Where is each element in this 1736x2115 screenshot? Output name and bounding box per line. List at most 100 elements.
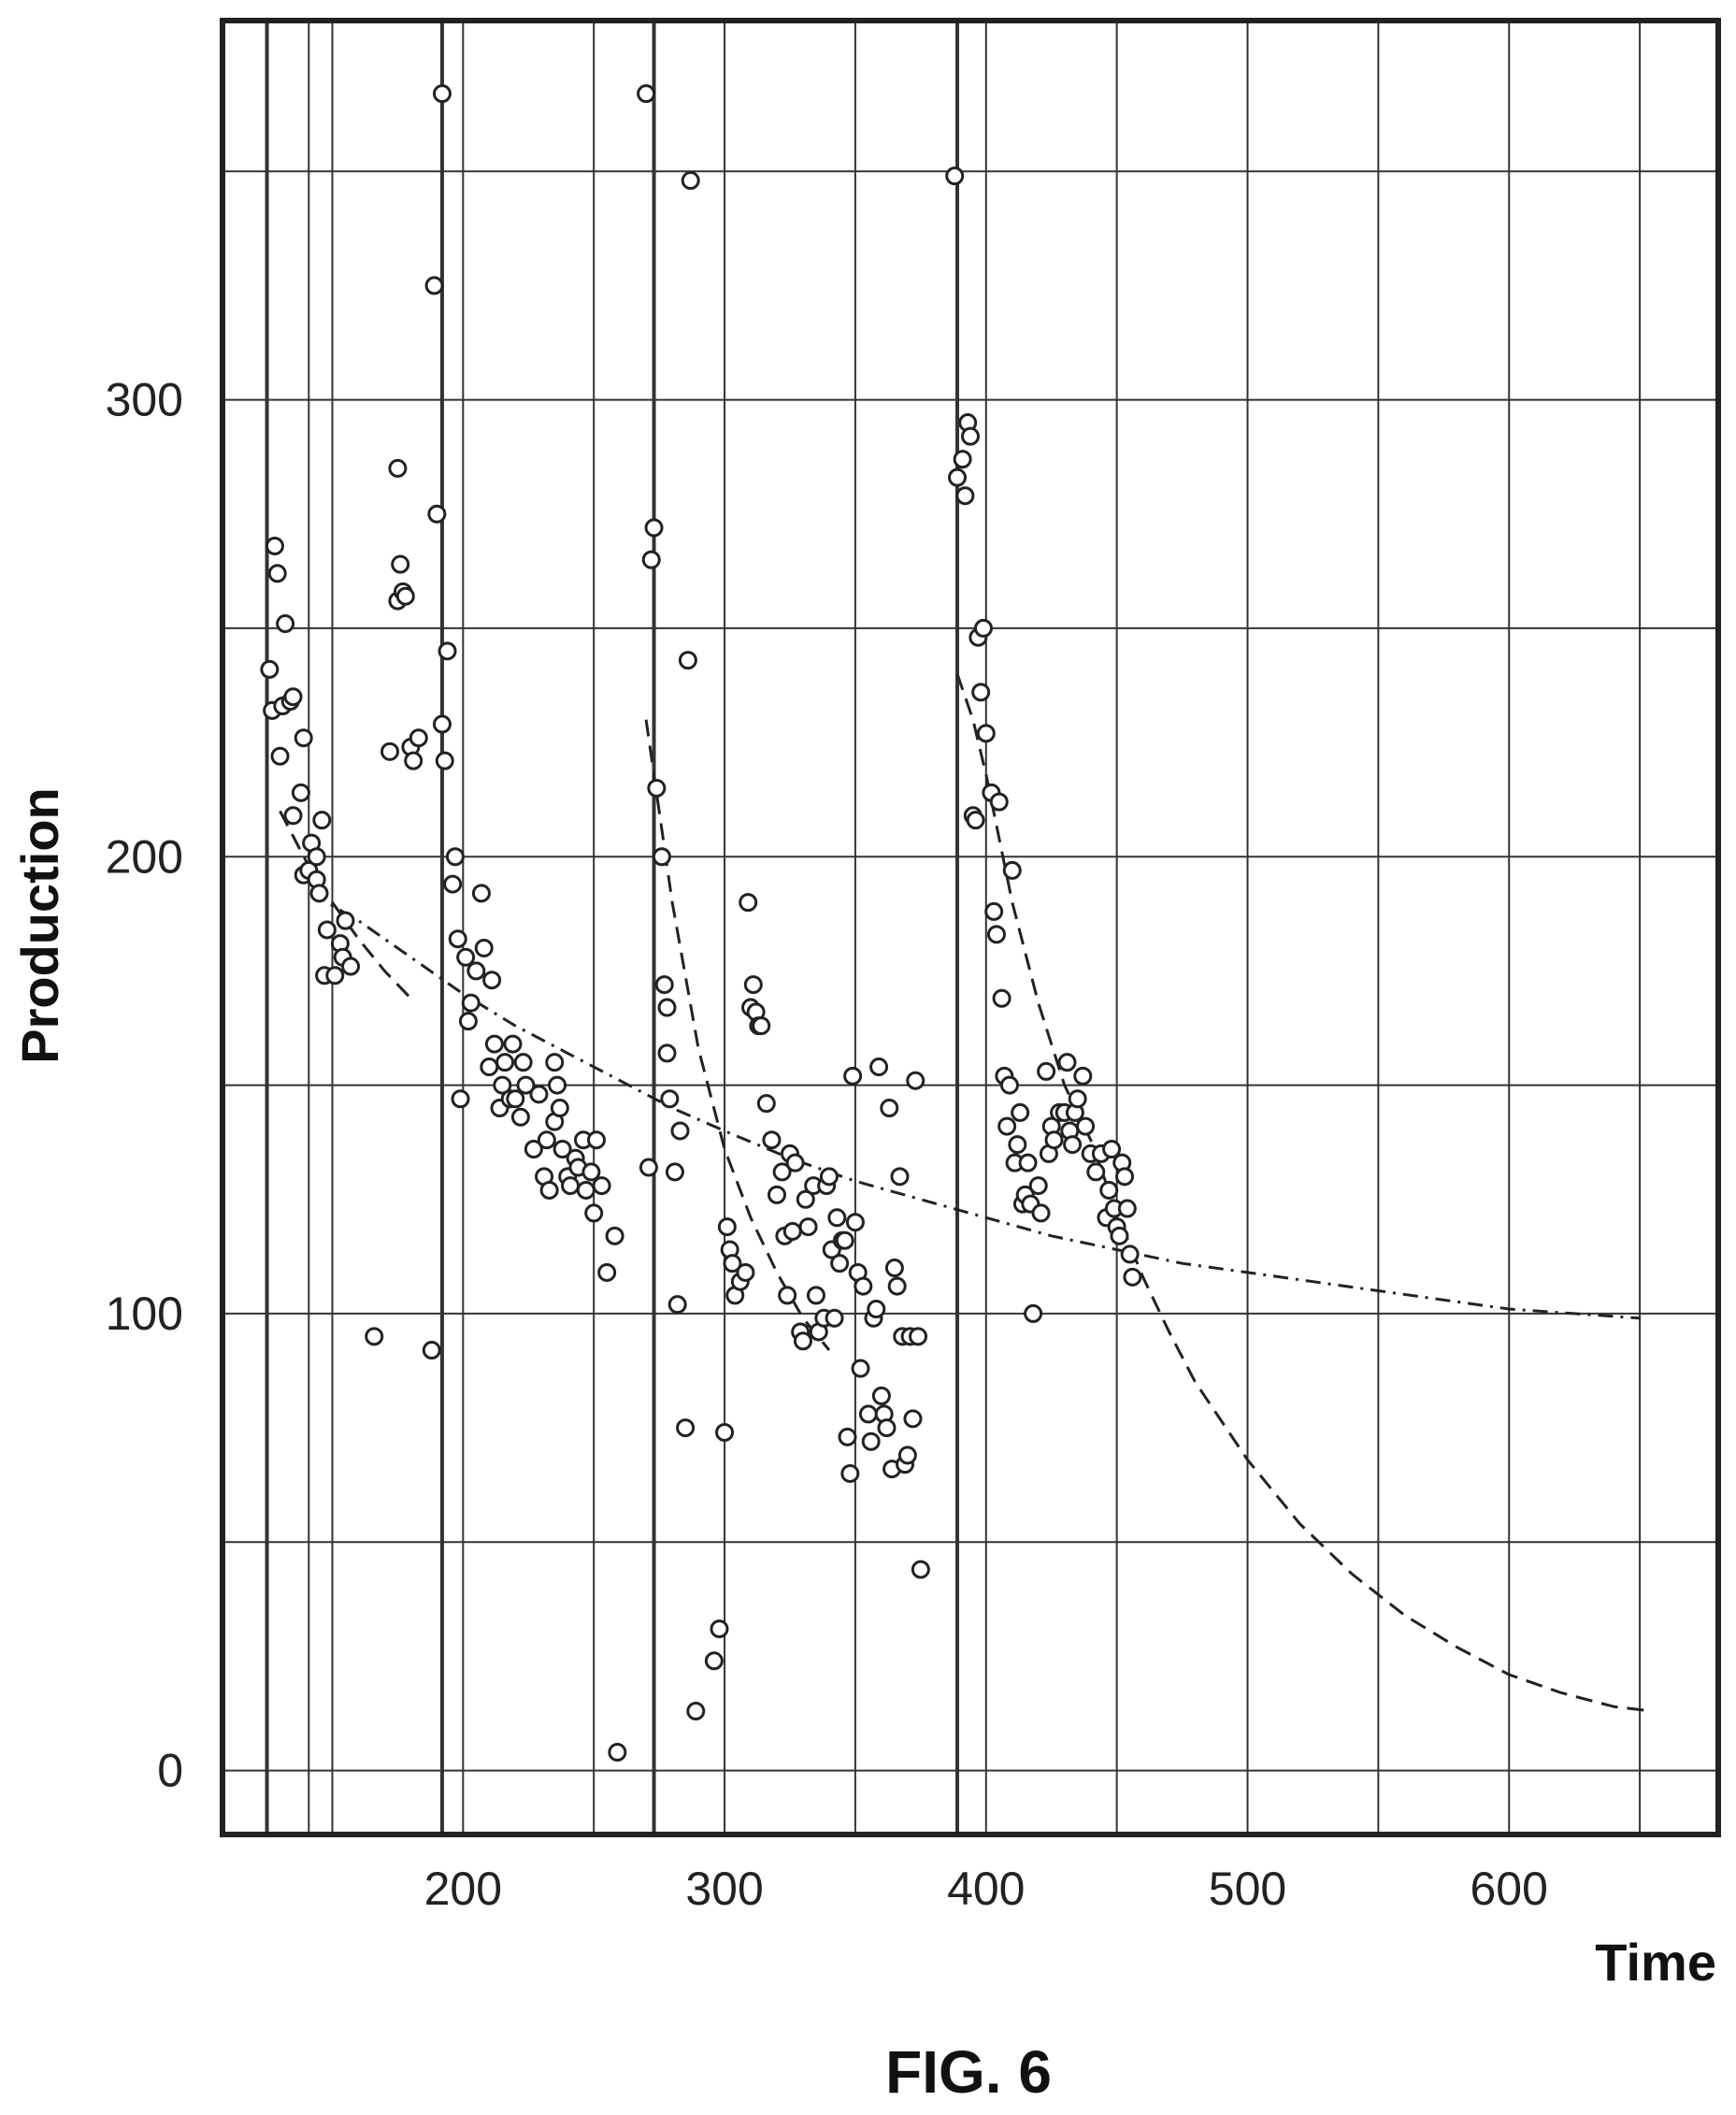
data-point [576, 1180, 595, 1200]
data-point [539, 1180, 559, 1200]
data-point [587, 1130, 606, 1150]
data-point [835, 1230, 854, 1250]
data-point [681, 171, 700, 191]
data-point [605, 1226, 624, 1245]
data-point [1028, 1176, 1048, 1196]
data-point [845, 1213, 865, 1232]
data-point [524, 1140, 543, 1159]
data-point [1037, 1061, 1056, 1081]
data-point [867, 1300, 886, 1319]
data-point [830, 1254, 850, 1273]
data-point [312, 811, 332, 830]
data-point [1024, 1303, 1043, 1323]
x-tick-labels: 200 300 400 500 600 [424, 1863, 1548, 1915]
data-point [667, 1295, 687, 1315]
fit-curve-segment [644, 719, 831, 1351]
data-point [1057, 1053, 1077, 1072]
data-point [1115, 1167, 1135, 1187]
data-point [999, 1075, 1019, 1095]
fit-curve-segment [955, 673, 1654, 1713]
data-point [992, 988, 1011, 1008]
data-point [1120, 1245, 1140, 1264]
data-point [752, 1016, 771, 1036]
data-point [461, 993, 481, 1013]
data-point [948, 468, 968, 487]
data-point [762, 1130, 782, 1150]
data-point [778, 1286, 797, 1305]
data-point [513, 1053, 533, 1072]
data-point [456, 947, 476, 967]
y-tick-labels: 0 100 200 300 [106, 374, 183, 1797]
data-point [743, 975, 763, 995]
data-point [887, 1276, 907, 1296]
data-point [641, 550, 661, 569]
data-point [395, 586, 415, 606]
data-point [906, 1071, 925, 1090]
data-point [1044, 1130, 1064, 1150]
data-point [495, 1053, 515, 1072]
data-point [581, 1162, 601, 1182]
data-point [819, 1167, 839, 1187]
data-point [267, 564, 287, 583]
data-point [424, 276, 444, 295]
data-point [723, 1254, 742, 1273]
data-point [652, 847, 671, 867]
figure-label: FIG. 6 [885, 2038, 1052, 2106]
data-point [647, 778, 667, 798]
data-point [654, 975, 674, 995]
data-point [516, 1075, 536, 1095]
data-point [739, 893, 758, 913]
data-point [484, 1034, 504, 1054]
data-point [644, 518, 664, 538]
data-point [971, 683, 991, 702]
x-tick-label: 600 [1471, 1863, 1548, 1915]
data-point [986, 925, 1006, 944]
data-point [427, 504, 447, 524]
data-point [545, 1053, 565, 1072]
data-point [294, 728, 313, 748]
y-tick-label: 0 [157, 1745, 183, 1797]
data-point [798, 1217, 818, 1237]
data-point [1117, 1199, 1137, 1218]
data-point [458, 1012, 478, 1031]
data-point [953, 450, 972, 469]
data-point [265, 536, 284, 555]
data-point [793, 1331, 812, 1351]
data-point [772, 1162, 792, 1182]
data-point [493, 1075, 512, 1095]
data-point [466, 961, 486, 981]
data-point [448, 929, 467, 949]
data-point [341, 957, 361, 976]
fit-curves [279, 673, 1654, 1713]
x-axis-label: Time [1595, 1933, 1716, 1992]
data-point [443, 874, 463, 894]
data-point [365, 1327, 384, 1346]
data-point [336, 911, 355, 930]
data-point [537, 1130, 556, 1150]
data-point [665, 1162, 684, 1182]
data-point [283, 806, 303, 826]
data-point [1076, 1116, 1096, 1136]
data-point [435, 751, 454, 770]
data-point [503, 1034, 523, 1054]
data-point [432, 84, 452, 104]
data-point [592, 1176, 611, 1196]
data-point [854, 1276, 873, 1296]
data-point [510, 1107, 530, 1127]
y-axis-label: Production [10, 787, 69, 1064]
data-point [260, 659, 280, 679]
data-point [638, 1158, 658, 1177]
data-point [597, 1262, 617, 1282]
data-point [548, 1075, 567, 1095]
data-point [877, 1418, 897, 1438]
data-point [1123, 1267, 1142, 1287]
fit-curve-segment [279, 810, 412, 1000]
data-point [474, 938, 494, 957]
data-point [880, 1099, 899, 1118]
data-point [884, 1259, 904, 1278]
data-point [715, 1422, 735, 1442]
data-point [806, 1286, 825, 1305]
plot-frame [220, 18, 1721, 1837]
x-tick-label: 200 [424, 1863, 502, 1915]
